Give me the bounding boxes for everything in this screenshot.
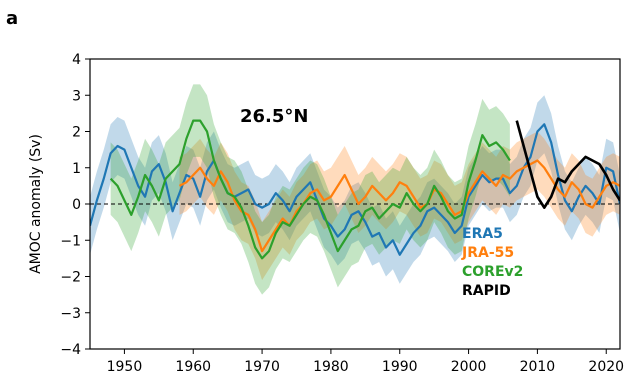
legend: ERA5 JRA-55 COREv2 RAPID: [461, 226, 523, 299]
x-tick-label: 2020: [588, 359, 624, 375]
legend-entry-rapid: RAPID: [462, 283, 511, 299]
line-jra-55: [178, 159, 620, 253]
x-tick-label: 2000: [451, 359, 487, 375]
band-corev2: [110, 84, 510, 295]
line-corev2: [109, 119, 511, 260]
x-tick-label: 1970: [244, 359, 280, 375]
x-axis: 1950 1960 1970 1980 1990 2000 2010 2020: [107, 349, 624, 375]
y-tick-label: 2: [72, 125, 81, 141]
latitude-annotation: 26.5°N: [240, 106, 308, 127]
x-tick-label: 1980: [313, 359, 349, 375]
y-axis: 4 3 2 1 0 −1 −2 −3 −4: [60, 52, 90, 358]
uncertainty-bands: [90, 84, 620, 295]
panel-label: a: [6, 8, 18, 29]
y-tick-label: 3: [72, 88, 81, 104]
x-tick-label: 2010: [520, 359, 556, 375]
y-tick-label: −3: [60, 306, 81, 322]
line-rapid: [515, 120, 620, 209]
x-tick-label: 1950: [107, 359, 143, 375]
legend-entry-jra-55: JRA-55: [461, 245, 514, 261]
y-tick-label: 4: [72, 52, 81, 68]
x-tick-label: 1990: [382, 359, 418, 375]
y-axis-title: AMOC anomaly (Sv): [28, 134, 44, 274]
legend-entry-era5: ERA5: [462, 226, 503, 242]
y-tick-label: 1: [72, 161, 81, 177]
y-tick-label: −1: [60, 233, 81, 249]
line-era5: [90, 123, 620, 256]
y-tick-label: 0: [72, 197, 81, 213]
y-tick-label: −4: [60, 342, 81, 358]
x-tick-label: 1960: [175, 359, 211, 375]
y-tick-label: −2: [60, 270, 81, 286]
legend-entry-corev2: COREv2: [462, 264, 523, 280]
band-era5: [90, 95, 620, 284]
series-lines: [90, 119, 620, 260]
